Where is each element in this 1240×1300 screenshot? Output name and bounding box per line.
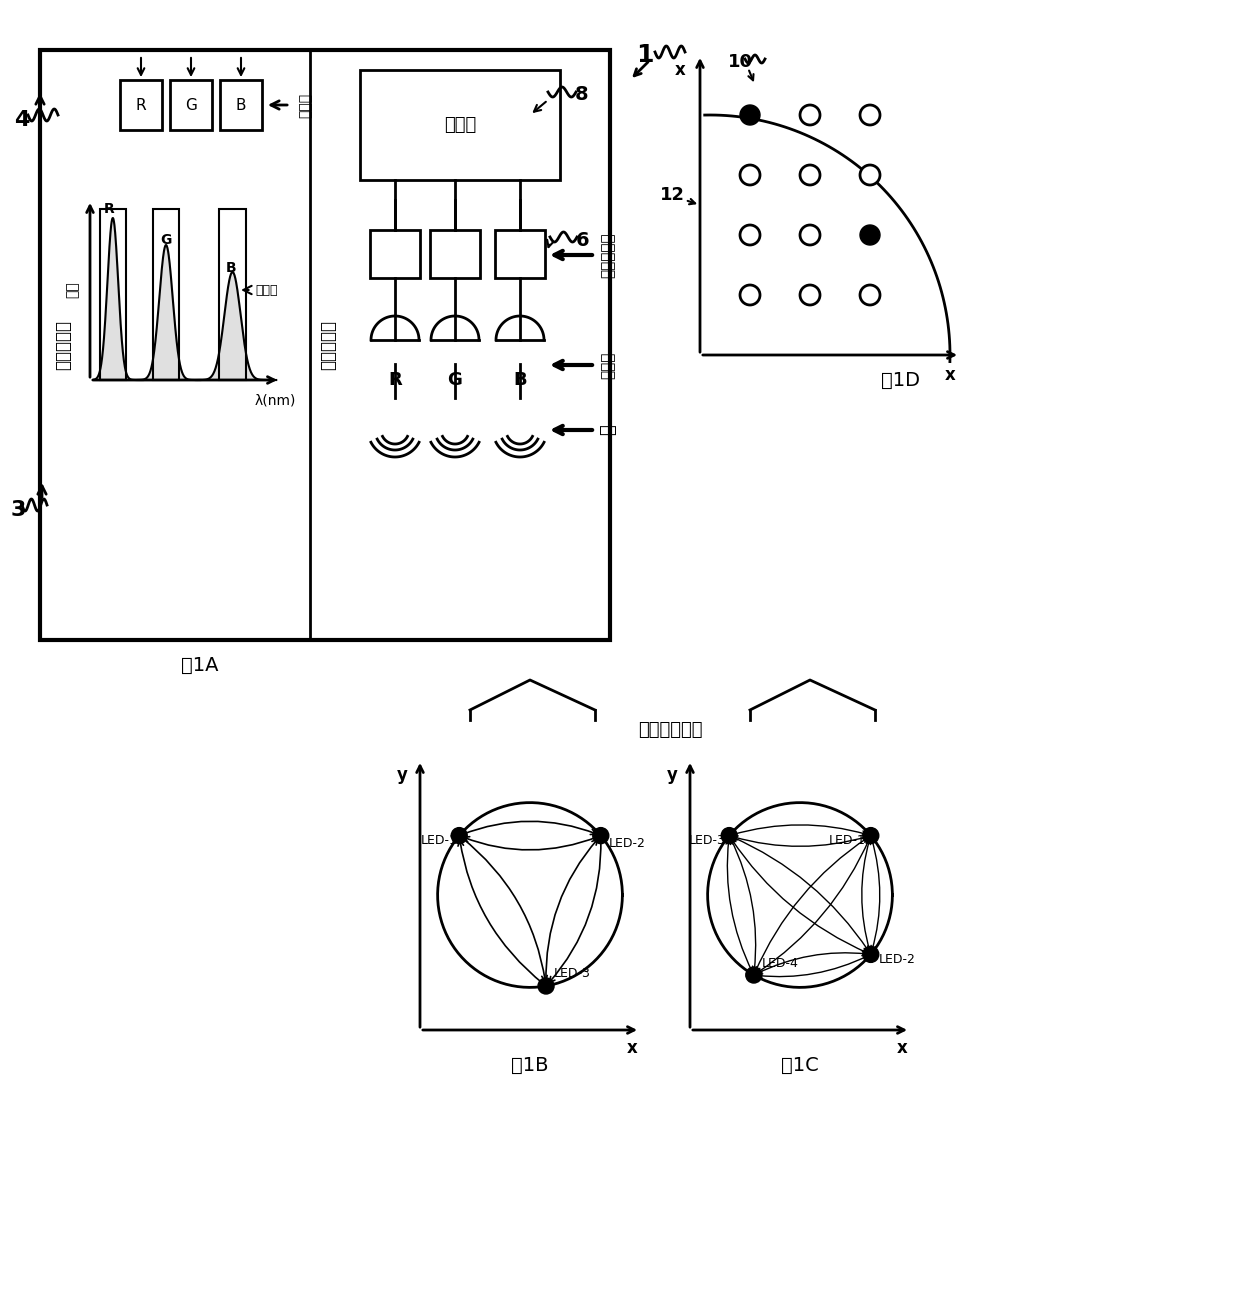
Text: 图1C: 图1C xyxy=(781,1056,818,1075)
Circle shape xyxy=(861,165,880,185)
Circle shape xyxy=(740,105,760,125)
Bar xyxy=(99,209,126,380)
Text: B: B xyxy=(226,261,236,276)
Text: 12: 12 xyxy=(660,186,684,204)
Bar xyxy=(120,81,162,130)
Bar xyxy=(430,230,480,278)
Text: y: y xyxy=(667,766,677,784)
Text: 功率: 功率 xyxy=(64,282,79,299)
Text: 10: 10 xyxy=(728,53,753,72)
Text: 图1B: 图1B xyxy=(511,1056,549,1075)
Text: 接收器硬件: 接收器硬件 xyxy=(319,320,337,370)
Bar xyxy=(219,81,262,130)
Circle shape xyxy=(745,967,761,983)
Text: x: x xyxy=(897,1039,908,1057)
Bar xyxy=(153,209,180,380)
Bar xyxy=(219,209,246,380)
Text: 8: 8 xyxy=(575,86,589,104)
Circle shape xyxy=(800,225,820,244)
Text: x: x xyxy=(626,1039,637,1057)
Circle shape xyxy=(861,225,880,244)
Circle shape xyxy=(861,285,880,306)
Circle shape xyxy=(800,285,820,306)
Text: B: B xyxy=(236,98,247,113)
Text: 色移键控星座: 色移键控星座 xyxy=(637,722,702,738)
Text: 发射器硬件: 发射器硬件 xyxy=(55,320,72,370)
Bar xyxy=(370,230,420,278)
Text: 图1A: 图1A xyxy=(181,655,218,675)
Text: 光电检测器: 光电检测器 xyxy=(600,233,615,278)
Text: x: x xyxy=(945,367,955,384)
Text: LED-3: LED-3 xyxy=(554,967,591,980)
Text: 解调器: 解调器 xyxy=(444,116,476,134)
Text: y: y xyxy=(397,766,408,784)
Bar xyxy=(170,81,212,130)
Circle shape xyxy=(740,165,760,185)
Text: λ(nm): λ(nm) xyxy=(254,393,295,407)
Circle shape xyxy=(863,946,879,962)
Circle shape xyxy=(740,285,760,306)
Text: 1: 1 xyxy=(636,43,653,68)
Text: G: G xyxy=(185,98,197,113)
Text: LED-1: LED-1 xyxy=(828,835,866,848)
Text: 6: 6 xyxy=(577,230,590,250)
Text: G: G xyxy=(448,370,463,389)
Text: LED-4: LED-4 xyxy=(761,957,799,970)
Text: 滤波器: 滤波器 xyxy=(298,92,312,117)
Text: LED-2: LED-2 xyxy=(879,953,915,966)
Text: R: R xyxy=(104,202,114,216)
Text: x: x xyxy=(675,61,686,79)
Circle shape xyxy=(861,105,880,125)
Circle shape xyxy=(863,828,879,844)
Circle shape xyxy=(593,828,609,844)
Circle shape xyxy=(800,165,820,185)
Bar xyxy=(495,230,546,278)
Text: 4: 4 xyxy=(15,111,30,130)
Text: 滤波器: 滤波器 xyxy=(600,351,615,378)
Text: LED-2: LED-2 xyxy=(609,837,646,850)
Text: 滤波器: 滤波器 xyxy=(255,283,278,296)
Circle shape xyxy=(740,225,760,244)
Text: LED-3: LED-3 xyxy=(689,835,727,848)
Text: 3: 3 xyxy=(10,500,26,520)
Circle shape xyxy=(451,828,467,844)
Text: 图1D: 图1D xyxy=(880,370,920,390)
Bar xyxy=(40,49,610,640)
Text: 光: 光 xyxy=(599,425,618,436)
Text: B: B xyxy=(513,370,527,389)
Circle shape xyxy=(722,828,738,844)
Text: G: G xyxy=(160,233,171,247)
Circle shape xyxy=(800,105,820,125)
Bar xyxy=(360,70,560,179)
Circle shape xyxy=(538,978,554,994)
Text: LED-1: LED-1 xyxy=(422,835,458,848)
Text: R: R xyxy=(388,370,402,389)
Text: R: R xyxy=(135,98,146,113)
